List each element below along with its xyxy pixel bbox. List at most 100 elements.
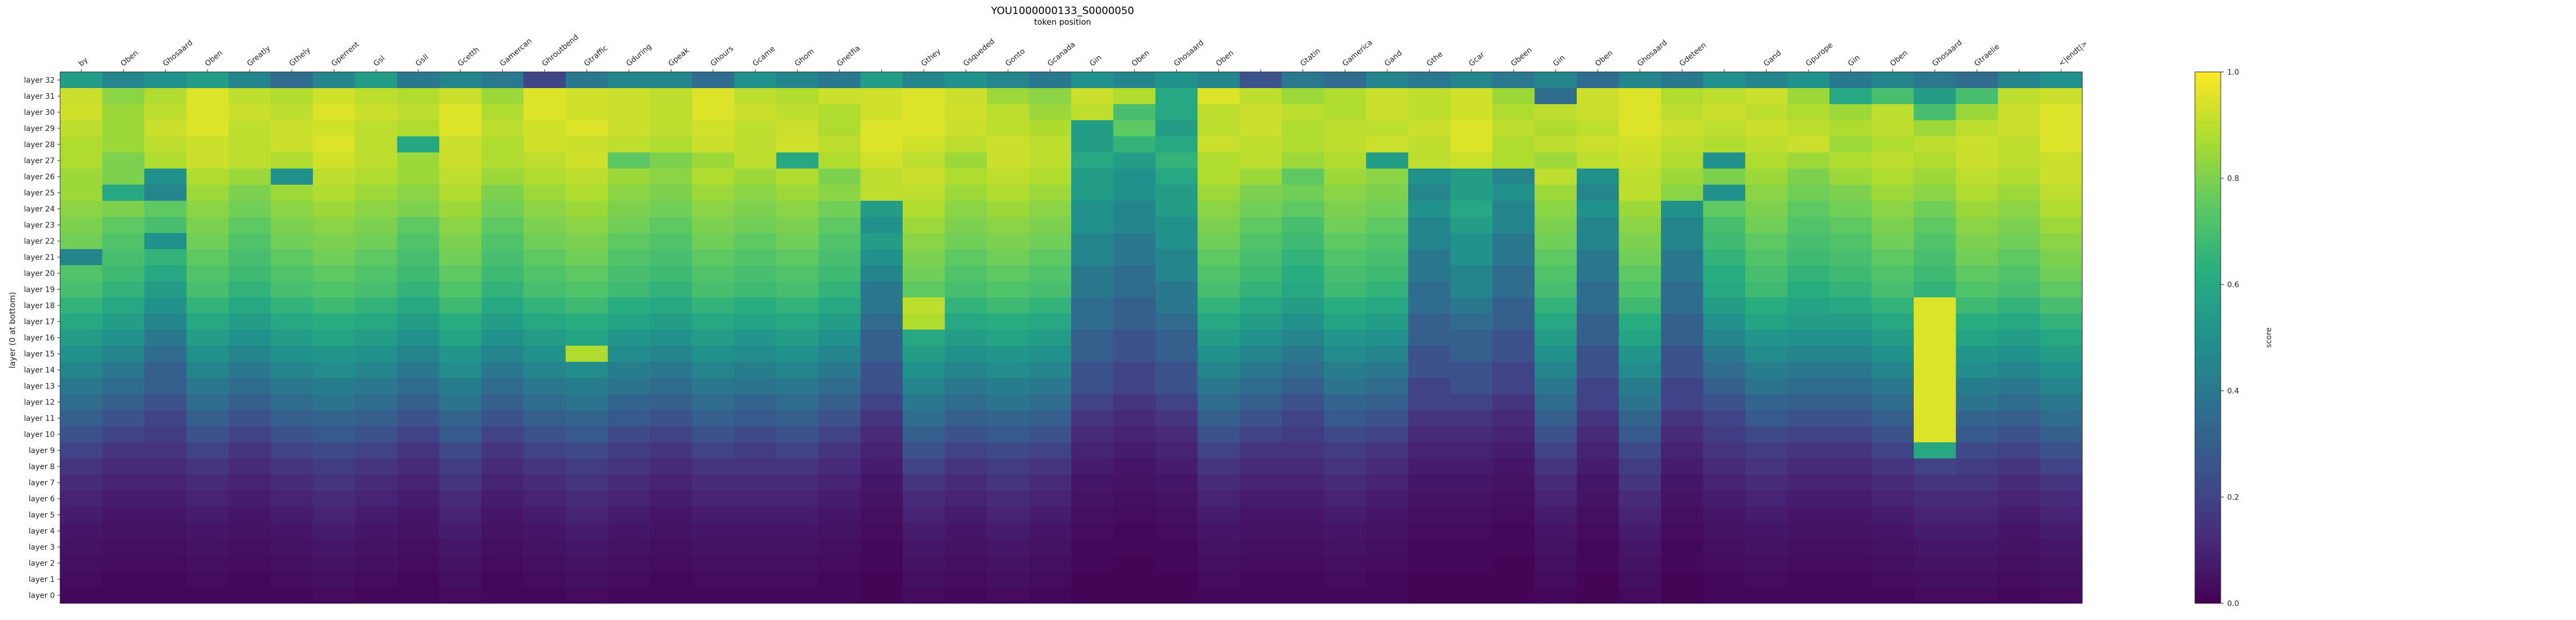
heatmap-cell — [1956, 394, 1999, 411]
heatmap-cell — [1914, 120, 1956, 137]
heatmap-cell — [692, 394, 735, 411]
heatmap-cell — [313, 120, 355, 137]
heatmap-cell — [270, 233, 313, 250]
plot-frame — [60, 71, 2083, 604]
heatmap-cell — [1829, 281, 1872, 298]
heatmap-cell — [1324, 297, 1366, 314]
x-tick-label: Gtraffic — [583, 43, 610, 68]
heatmap-cell — [1282, 555, 1324, 572]
heatmap-cell — [1577, 265, 1619, 282]
heatmap-cell — [355, 507, 398, 523]
heatmap-cell — [1619, 458, 1662, 475]
heatmap-cell — [566, 330, 608, 346]
heatmap-cell — [1408, 426, 1451, 443]
heatmap-cell — [1619, 378, 1662, 395]
heatmap-cell — [186, 442, 229, 459]
heatmap-cell — [270, 185, 313, 201]
heatmap-cell — [776, 152, 819, 169]
heatmap-cell — [1787, 362, 1830, 378]
heatmap-cell — [818, 394, 861, 411]
heatmap-cell — [102, 169, 145, 185]
heatmap-cell — [523, 378, 566, 395]
heatmap-cell — [1492, 169, 1535, 185]
heatmap-cell — [1956, 217, 1999, 234]
heatmap-cell — [144, 587, 187, 604]
heatmap-cell — [1829, 265, 1872, 282]
y-tick-label: layer 17 — [24, 318, 55, 326]
heatmap-cell — [860, 378, 903, 395]
heatmap-cell — [650, 104, 692, 121]
heatmap-cell — [692, 136, 735, 153]
heatmap-cell — [1577, 426, 1619, 443]
heatmap-cell — [1914, 523, 1956, 539]
heatmap-cell — [1871, 458, 1914, 475]
x-tick-label: Gthey — [920, 47, 943, 68]
heatmap-cell — [439, 442, 482, 459]
heatmap-cell — [1197, 362, 1240, 378]
heatmap-cell — [1282, 507, 1324, 523]
heatmap-cell — [1492, 201, 1535, 217]
heatmap-cell — [1408, 297, 1451, 314]
heatmap-cell — [1492, 104, 1535, 121]
heatmap-cell — [186, 265, 229, 282]
heatmap-cell — [1956, 458, 1999, 475]
heatmap-cell — [1914, 185, 1956, 201]
heatmap-cell — [1619, 88, 1662, 105]
heatmap-cell — [1745, 587, 1788, 604]
heatmap-cell — [860, 523, 903, 539]
heatmap-cell — [1577, 410, 1619, 427]
heatmap-cell — [818, 281, 861, 298]
heatmap-cell — [1534, 555, 1577, 572]
heatmap-cell — [102, 378, 145, 395]
heatmap-cell — [1366, 394, 1409, 411]
heatmap-cell — [1914, 507, 1956, 523]
heatmap-cell — [1619, 297, 1662, 314]
heatmap-cell — [692, 491, 735, 507]
x-tick-label: Gcar — [1467, 50, 1487, 69]
heatmap-cell — [186, 281, 229, 298]
heatmap-cell — [1914, 362, 1956, 378]
heatmap-cell — [1240, 330, 1282, 346]
heatmap-cell — [1282, 491, 1324, 507]
heatmap-cell — [1029, 233, 1072, 250]
heatmap-cell — [776, 362, 819, 378]
heatmap-cell — [1998, 362, 2040, 378]
heatmap-cell — [481, 313, 524, 330]
heatmap-cell — [1534, 571, 1577, 588]
heatmap-cell — [860, 587, 903, 604]
heatmap-cell — [229, 539, 271, 556]
heatmap-cell — [566, 201, 608, 217]
heatmap-cell — [2040, 523, 2083, 539]
heatmap-cell — [523, 217, 566, 234]
heatmap-cell — [1113, 362, 1156, 378]
heatmap-cell — [1366, 233, 1409, 250]
heatmap-cell — [144, 297, 187, 314]
heatmap-cell — [566, 217, 608, 234]
heatmap-cell — [1282, 346, 1324, 362]
heatmap-cell — [1240, 491, 1282, 507]
heatmap-cell — [776, 201, 819, 217]
heatmap-cell — [1240, 394, 1282, 411]
heatmap-cell — [1029, 265, 1072, 282]
heatmap-cell — [734, 330, 777, 346]
heatmap-cell — [650, 410, 692, 427]
heatmap-cell — [776, 233, 819, 250]
heatmap-cell — [692, 410, 735, 427]
heatmap-cell — [1619, 426, 1662, 443]
heatmap-cell — [60, 120, 103, 137]
heatmap-cell — [1998, 297, 2040, 314]
heatmap-cell — [1282, 362, 1324, 378]
x-tick-label: Gduring — [625, 42, 653, 68]
heatmap-cell — [1829, 233, 1872, 250]
heatmap-cell — [608, 330, 650, 346]
heatmap-cell — [1324, 201, 1366, 217]
heatmap-cell — [1871, 362, 1914, 378]
heatmap-cell — [692, 185, 735, 201]
heatmap-cell — [397, 281, 440, 298]
heatmap-cell — [1113, 346, 1156, 362]
heatmap-cell — [1956, 152, 1999, 169]
heatmap-cell — [270, 120, 313, 137]
heatmap-cell — [1787, 233, 1830, 250]
heatmap-cell — [313, 507, 355, 523]
heatmap-cell — [2040, 120, 2083, 137]
